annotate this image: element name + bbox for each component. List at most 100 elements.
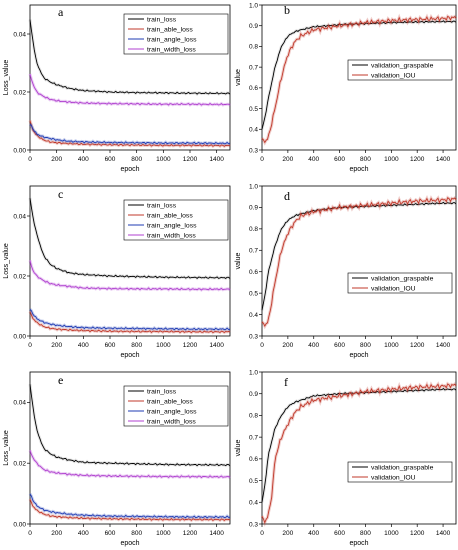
- x-tick-label: 600: [334, 342, 345, 349]
- chart-panel-f: 0 200 400 600 800 1000 1200 1400 0.3 0.4 0.5 0.6 0.7…: [235, 369, 458, 547]
- y-tick-label: 0.6: [249, 85, 258, 92]
- x-tick-label: 400: [78, 530, 89, 537]
- x-tick-label: 400: [78, 156, 89, 163]
- chart-panel-b: 0 200 400 600 800 1000 1200 1400 0.3 0.4 0.5 0.6 0.7…: [235, 2, 458, 173]
- x-tick-label: 1200: [410, 530, 425, 537]
- legend: train_loss train_able_loss train_angle_los…: [123, 385, 229, 427]
- x-tick-label: 1200: [410, 342, 425, 349]
- x-tick-label: 600: [105, 156, 116, 163]
- x-tick-label: 1400: [436, 530, 451, 537]
- y-axis-label: Loss_value: [3, 243, 10, 279]
- x-tick-label: 1400: [209, 342, 224, 349]
- x-tick-label: 1400: [209, 530, 224, 537]
- series-line-train_width_loss: [29, 450, 231, 479]
- series-halo-train_angle_loss: [28, 493, 231, 520]
- x-tick-label: 400: [308, 530, 319, 537]
- series-halo-train_angle_loss: [28, 308, 231, 332]
- y-tick-label: 0.4: [249, 312, 258, 319]
- y-tick-label: 1.0: [249, 369, 258, 376]
- legend-label: train_loss: [147, 202, 177, 209]
- x-tick-label: 1200: [183, 530, 198, 537]
- x-tick-label: 800: [360, 156, 371, 163]
- x-tick-label: 1000: [156, 342, 171, 349]
- x-axis-label: epoch: [349, 352, 368, 359]
- legend-label: validation_graspable: [371, 275, 434, 282]
- chart-panel-d: 0 200 400 600 800 1000 1200 1400 0.3 0.4 0.5 0.6 0.7…: [235, 183, 458, 359]
- panel-letter: e: [58, 373, 63, 387]
- x-tick-label: 1400: [436, 156, 451, 163]
- series-halo-train_angle_loss: [28, 123, 231, 146]
- legend-label: validation_IOU: [371, 474, 416, 481]
- x-tick-label: 200: [282, 342, 293, 349]
- series-line-validation_graspable: [261, 201, 457, 311]
- y-tick-label: 0.02: [13, 89, 26, 96]
- y-tick-label: 0.5: [249, 478, 258, 485]
- x-axis-label: epoch: [349, 540, 368, 547]
- x-tick-label: 600: [334, 156, 345, 163]
- x-tick-label: 0: [260, 530, 264, 537]
- series-line-train_angle_loss: [29, 123, 231, 145]
- legend-label: train_width_loss: [147, 232, 196, 239]
- legend-box: [347, 461, 453, 483]
- legend-box: [123, 13, 229, 55]
- panel-letter: d: [284, 189, 290, 203]
- x-tick-label: 1000: [156, 156, 171, 163]
- plot-frame: [261, 371, 457, 525]
- x-tick-label: 800: [131, 342, 142, 349]
- x-tick-label: 400: [308, 156, 319, 163]
- legend-label: train_able_loss: [147, 398, 193, 405]
- x-tick-label: 200: [51, 156, 62, 163]
- series-line-validation_IOU: [261, 15, 457, 144]
- plot-frame: [29, 4, 231, 151]
- y-tick-label: 0.04: [13, 213, 26, 220]
- y-tick-label: 0.3: [249, 333, 258, 340]
- y-tick-label: 0.4: [249, 127, 258, 134]
- series-line-train_angle_loss: [29, 493, 231, 519]
- y-tick-label: 0.6: [249, 456, 258, 463]
- y-tick-label: 0.00: [13, 147, 26, 154]
- y-axis-label: Loss_value: [3, 60, 10, 96]
- x-axis-label: epoch: [120, 540, 139, 547]
- legend: validation_graspable validation_IOU: [347, 461, 453, 483]
- x-tick-label: 200: [51, 342, 62, 349]
- x-axis-label: epoch: [120, 352, 139, 359]
- y-tick-label: 0.7: [249, 434, 258, 441]
- legend-label: validation_graspable: [371, 464, 434, 471]
- series-line-train_able_loss: [29, 120, 231, 147]
- x-tick-label: 400: [308, 342, 319, 349]
- y-tick-label: 0.04: [13, 400, 26, 407]
- x-tick-label: 400: [78, 342, 89, 349]
- legend-label: train_loss: [147, 388, 177, 395]
- y-tick-label: 1.0: [249, 2, 258, 9]
- legend-label: train_loss: [147, 16, 177, 23]
- y-tick-label: 0.8: [249, 44, 258, 51]
- y-tick-label: 0.6: [249, 269, 258, 276]
- y-tick-label: 1.0: [249, 183, 258, 190]
- series-line-train_width_loss: [29, 260, 231, 291]
- y-tick-label: 0.8: [249, 226, 258, 233]
- plot-frame: [261, 185, 457, 337]
- x-tick-label: 0: [28, 530, 32, 537]
- x-tick-label: 1200: [410, 156, 425, 163]
- series-line-validation_graspable: [261, 388, 457, 503]
- y-tick-label: 0.00: [13, 521, 26, 528]
- legend-label: validation_graspable: [371, 62, 434, 69]
- x-tick-label: 1000: [384, 342, 399, 349]
- y-tick-label: 0.02: [13, 461, 26, 468]
- y-tick-label: 0.7: [249, 64, 258, 71]
- series-line-train_able_loss: [29, 311, 231, 334]
- legend-label: train_able_loss: [147, 212, 193, 219]
- panel-letter: a: [58, 5, 64, 19]
- series-line-validation_IOU: [261, 196, 457, 328]
- x-tick-label: 1000: [384, 530, 399, 537]
- legend-box: [123, 385, 229, 427]
- series-halo-train_width_loss: [28, 73, 231, 108]
- chart-panel-c: 0 200 400 600 800 1000 1200 1400 0.00 0.02 0.04 epo…: [3, 185, 232, 359]
- x-tick-label: 1200: [183, 342, 198, 349]
- x-tick-label: 600: [105, 530, 116, 537]
- x-tick-label: 1000: [156, 530, 171, 537]
- x-tick-label: 800: [131, 156, 142, 163]
- x-tick-label: 800: [360, 342, 371, 349]
- panel-letter: c: [58, 187, 63, 201]
